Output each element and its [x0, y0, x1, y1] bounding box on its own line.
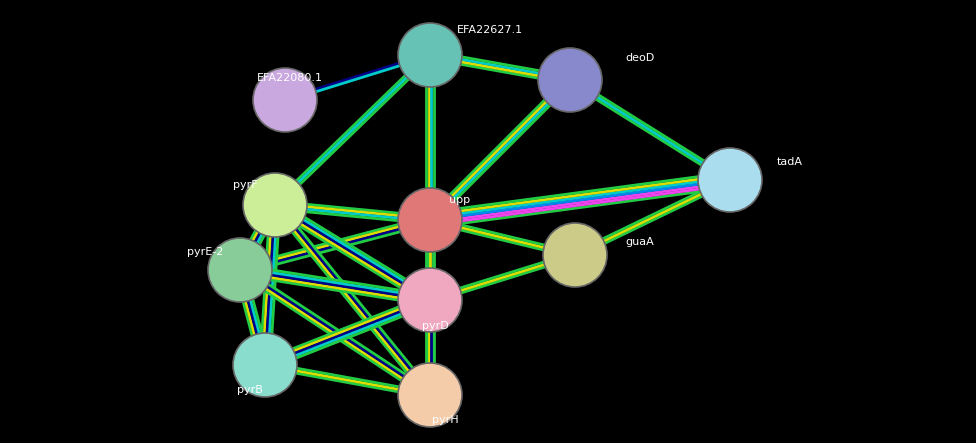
- Text: tadA: tadA: [777, 157, 803, 167]
- Circle shape: [538, 48, 602, 112]
- Circle shape: [698, 148, 762, 212]
- Text: EFA22627.1: EFA22627.1: [457, 25, 523, 35]
- Circle shape: [543, 223, 607, 287]
- Text: guaA: guaA: [626, 237, 654, 247]
- Circle shape: [243, 173, 307, 237]
- Text: pyrB: pyrB: [237, 385, 263, 395]
- Text: pyrD: pyrD: [422, 321, 448, 331]
- Text: pyrF: pyrF: [232, 180, 258, 190]
- Circle shape: [398, 23, 462, 87]
- Circle shape: [398, 188, 462, 252]
- Circle shape: [398, 268, 462, 332]
- Text: pyrH: pyrH: [431, 415, 459, 425]
- Circle shape: [253, 68, 317, 132]
- Circle shape: [398, 363, 462, 427]
- Text: upp: upp: [449, 195, 470, 205]
- Circle shape: [208, 238, 272, 302]
- Text: deoD: deoD: [626, 53, 655, 63]
- Text: pyrE-2: pyrE-2: [186, 247, 224, 257]
- Circle shape: [233, 333, 297, 397]
- Text: EFA22080.1: EFA22080.1: [257, 73, 323, 83]
